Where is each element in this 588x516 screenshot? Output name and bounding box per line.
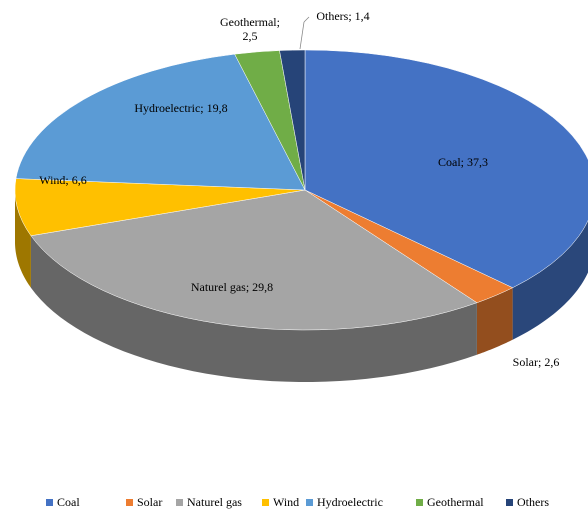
legend-label: Hydroelectric xyxy=(317,495,383,509)
legend-label: Naturel gas xyxy=(187,495,242,509)
data-label: Naturel gas; 29,8 xyxy=(191,280,273,294)
legend-label: Others xyxy=(517,495,549,509)
slice-side xyxy=(30,235,477,382)
legend-swatch xyxy=(176,499,183,506)
data-label: Wind; 6,6 xyxy=(39,173,87,187)
data-label-line: Geothermal; xyxy=(220,15,280,29)
legend-swatch xyxy=(506,499,513,506)
data-label-line: 2,5 xyxy=(243,29,258,43)
slice xyxy=(15,53,306,191)
legend-swatch xyxy=(46,499,53,506)
slice xyxy=(30,189,478,331)
leader-line xyxy=(303,16,310,23)
leader-line xyxy=(299,21,305,50)
slice xyxy=(279,49,306,191)
data-label: Others; 1,4 xyxy=(316,9,369,23)
data-label: Coal; 37,3 xyxy=(438,155,488,169)
legend-swatch xyxy=(306,499,313,506)
legend-label: Geothermal xyxy=(427,495,484,509)
slice xyxy=(14,178,306,237)
legend-label: Solar xyxy=(137,495,162,509)
legend-swatch xyxy=(416,499,423,506)
data-label: Hydroelectric; 19,8 xyxy=(134,101,227,115)
legend-swatch xyxy=(126,499,133,506)
legend-label: Coal xyxy=(57,495,80,509)
legend-swatch xyxy=(262,499,269,506)
slice-side xyxy=(512,220,588,340)
legend-label: Wind xyxy=(273,495,299,509)
slice xyxy=(304,49,588,289)
slice-side xyxy=(15,190,31,288)
data-label: Solar; 2,6 xyxy=(513,355,560,369)
slice-side xyxy=(476,287,513,355)
data-label: Geothermal; 2,5 xyxy=(220,15,280,43)
